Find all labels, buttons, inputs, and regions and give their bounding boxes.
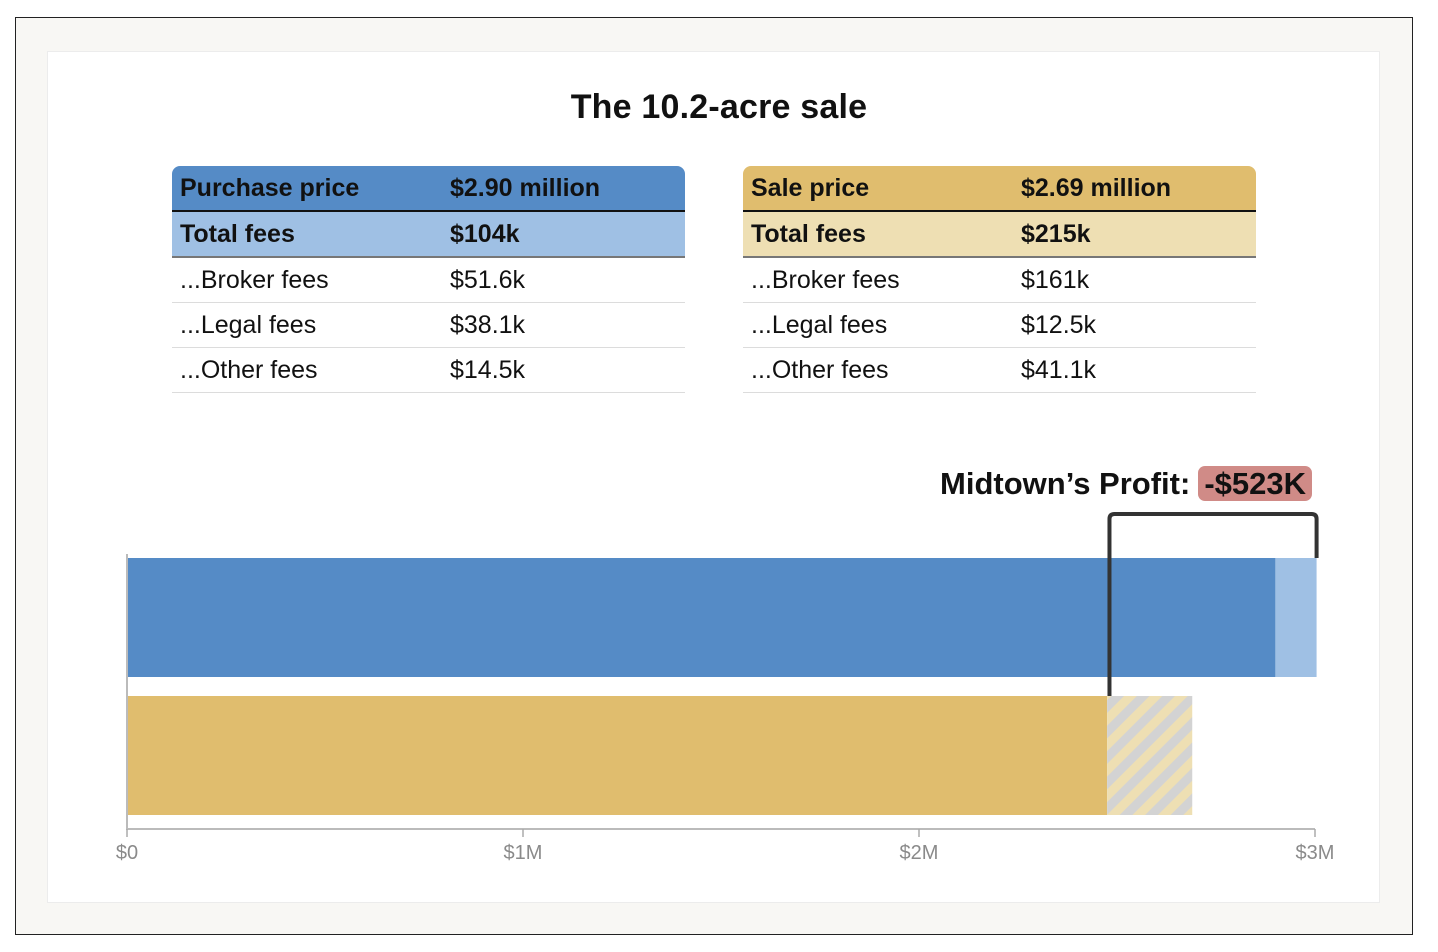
table-row: ...Other fees $14.5k	[172, 347, 685, 393]
sale-total-fees-value: $215k	[1013, 210, 1256, 258]
purchase-total-fees-value: $104k	[442, 210, 685, 258]
table-row: ...Broker fees $51.6k	[172, 257, 685, 303]
bars-layer	[127, 558, 1317, 815]
fee-label: ...Broker fees	[172, 257, 442, 303]
fee-value: $38.1k	[442, 302, 685, 348]
fee-value: $161k	[1013, 257, 1256, 303]
sale-price-value: $2.69 million	[1013, 166, 1256, 211]
bar-0-segment-1	[1275, 558, 1317, 677]
x-tick-label: $1M	[504, 842, 543, 864]
fee-value: $12.5k	[1013, 302, 1256, 348]
fee-label: ...Legal fees	[172, 302, 442, 348]
table-row: ...Legal fees $12.5k	[743, 302, 1256, 348]
fee-label: ...Other fees	[172, 347, 442, 393]
fee-value: $51.6k	[442, 257, 685, 303]
purchase-total-fees-label: Total fees	[172, 210, 442, 258]
fee-value: $41.1k	[1013, 347, 1256, 393]
bar-0-segment-0	[127, 558, 1276, 677]
bar-1-segment-0	[127, 696, 1108, 815]
x-tick-label: $3M	[1296, 842, 1335, 864]
fee-label: ...Broker fees	[743, 257, 1013, 303]
table-row: ...Other fees $41.1k	[743, 347, 1256, 393]
profit-bracket	[1107, 512, 1319, 696]
purchase-fees-table: Purchase price $2.90 million Total fees …	[172, 166, 685, 393]
fee-value: $14.5k	[442, 347, 685, 393]
fee-label: ...Other fees	[743, 347, 1013, 393]
sale-total-fees-label: Total fees	[743, 210, 1013, 258]
sale-fees-table: Sale price $2.69 million Total fees $215…	[743, 166, 1256, 393]
x-tick-label: $2M	[900, 842, 939, 864]
sale-total-fees-row: Total fees $215k	[743, 210, 1256, 258]
table-row: ...Broker fees $161k	[743, 257, 1256, 303]
purchase-price-label: Purchase price	[172, 166, 442, 211]
x-tick-label: $0	[116, 842, 138, 864]
sale-price-label: Sale price	[743, 166, 1013, 211]
fee-label: ...Legal fees	[743, 302, 1013, 348]
profit-value-badge: -$523K	[1198, 466, 1312, 501]
profit-bracket-line	[1107, 512, 1319, 696]
profit-annotation: Midtown’s Profit: -$523K	[940, 466, 1312, 502]
purchase-price-row: Purchase price $2.90 million	[172, 166, 685, 211]
bar-1-segment-1	[1107, 696, 1193, 815]
profit-label: Midtown’s Profit:	[940, 466, 1191, 501]
purchase-total-fees-row: Total fees $104k	[172, 210, 685, 258]
x-axis: $0 $1M $2M $3M	[116, 554, 1335, 864]
purchase-price-value: $2.90 million	[442, 166, 685, 211]
table-row: ...Legal fees $38.1k	[172, 302, 685, 348]
sale-price-row: Sale price $2.69 million	[743, 166, 1256, 211]
page-title: The 10.2-acre sale	[570, 88, 868, 126]
